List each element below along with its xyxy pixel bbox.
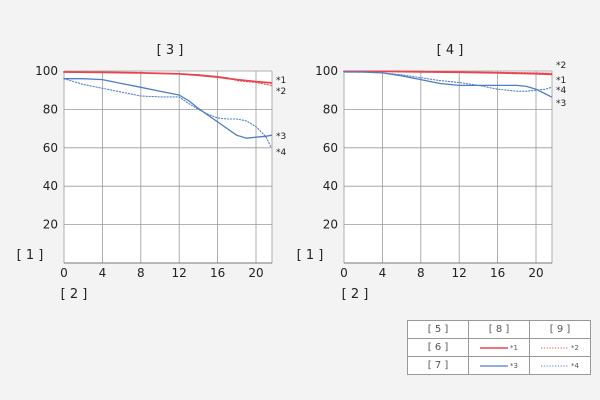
x-tick-label: 12 [452,266,467,280]
series-line-mark2 [343,70,552,74]
series-line-mark4 [343,71,552,92]
legend-header-3: [ 9 ] [529,320,591,339]
legend-header-row: [ 5 ] [ 8 ] [ 9 ] [407,320,591,339]
legend-row-label: [ 7 ] [407,356,469,375]
series-line-mark3 [63,78,273,139]
legend-table: [ 5 ] [ 8 ] [ 9 ] [ 6 ] *1 *2 [ 7 ] [407,320,591,375]
legend-mark: *1 [510,344,518,352]
x-axis-label: [ 2 ] [61,287,88,302]
series-end-label: *4 [556,86,567,96]
legend-mark: *3 [510,362,518,370]
x-tick-label: 20 [528,266,543,280]
legend-swatch-solid-blue [480,365,509,367]
y-tick-label: 20 [43,218,58,232]
x-tick-label: 8 [137,266,145,280]
legend-header-2: [ 8 ] [468,320,530,339]
plot-area [344,71,552,263]
legend-swatch-solid-red [480,347,509,349]
legend-swatch-dotted-red [541,347,570,349]
series-end-label: *3 [276,132,286,142]
y-tick-label: 80 [43,102,58,116]
legend-cell-dotted: *2 [529,338,591,357]
x-tick-label: 8 [417,266,425,280]
y-axis-label: [ 1 ] [17,248,44,263]
series-end-label: *1 [556,76,566,86]
series-end-label: *4 [276,148,287,158]
chart-right: 20 40 60 80 100 0 4 8 12 16 20 [ 4 ] [ 1 ] [ 2 ] *1 *2 *… [297,43,567,302]
x-tick-label: 16 [490,266,505,280]
x-tick-label: 0 [340,266,348,280]
series-end-label: *2 [556,61,566,71]
series-line-mark4 [63,78,272,149]
legend-cell-solid: *1 [468,338,530,357]
legend-mark: *2 [571,344,579,352]
legend-mark: *4 [571,362,579,370]
y-tick-label: 100 [315,64,338,78]
legend-row-blue: [ 7 ] *3 *4 [407,356,591,375]
y-tick-label: 20 [323,218,338,232]
series-end-label: *1 [276,76,286,86]
chart-title: [ 3 ] [157,43,184,58]
x-tick-label: 0 [60,266,68,280]
x-tick-label: 4 [99,266,107,280]
y-axis-label: [ 1 ] [297,248,324,263]
legend-cell-dotted: *4 [529,356,591,375]
legend-swatch-dotted-blue [541,365,570,367]
chart-left: 20 40 60 80 100 0 4 8 12 16 20 [ 3 ] [ 1 ] [ 2 ] *1*2 *… [17,43,287,302]
legend-row-label: [ 6 ] [407,338,469,357]
x-tick-label: 16 [210,266,225,280]
x-tick-label: 4 [379,266,387,280]
x-tick-label: 12 [172,266,187,280]
legend-header-1: [ 5 ] [407,320,469,339]
y-tick-label: 40 [323,179,338,193]
series-end-label: *2 [276,87,286,97]
y-tick-label: 80 [323,102,338,116]
x-axis-label: [ 2 ] [342,287,369,302]
y-tick-label: 40 [43,179,58,193]
chart-title: [ 4 ] [437,43,464,58]
x-tick-label: 20 [248,266,263,280]
y-tick-label: 60 [43,141,58,155]
series-end-label: *3 [556,99,566,109]
y-tick-label: 100 [35,64,58,78]
y-tick-label: 60 [323,141,338,155]
legend-cell-solid: *3 [468,356,530,375]
legend-row-red: [ 6 ] *1 *2 [407,338,591,357]
plot-area [64,71,272,263]
series-line-mark2 [63,71,272,86]
